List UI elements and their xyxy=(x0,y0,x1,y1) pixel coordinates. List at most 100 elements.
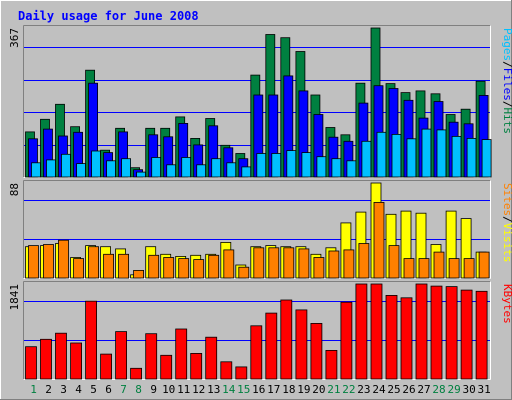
x-tick-label: 28 xyxy=(432,383,445,396)
x-tick-label: 16 xyxy=(252,383,265,396)
x-tick-label: 31 xyxy=(477,383,490,396)
bar-sites-day-17 xyxy=(268,247,280,279)
bar-sites-day-29 xyxy=(448,258,460,279)
bar-pages-day-6 xyxy=(106,160,116,178)
x-tick-label: 3 xyxy=(60,383,67,396)
legend-entry: Pages xyxy=(501,28,512,61)
x-tick-label: 6 xyxy=(105,383,112,396)
bar-kbytes-day-16 xyxy=(250,325,263,380)
bar-sites-day-28 xyxy=(433,251,445,279)
bar-sites-day-10 xyxy=(163,257,175,279)
bar-kbytes-day-28 xyxy=(430,285,443,380)
bar-sites-day-2 xyxy=(43,244,54,279)
bar-kbytes-day-12 xyxy=(190,352,203,380)
x-tick-label: 9 xyxy=(150,383,157,396)
panel-middle: 88 Sites/Visits xyxy=(8,180,512,279)
bar-kbytes-day-18 xyxy=(280,299,293,380)
x-tick-label: 4 xyxy=(75,383,82,396)
x-tick-label: 22 xyxy=(342,383,355,396)
x-tick-label: 14 xyxy=(222,383,236,396)
x-tick-label: 2 xyxy=(45,383,52,396)
bar-kbytes-day-6 xyxy=(100,353,112,380)
bar-kbytes-day-2 xyxy=(40,338,52,380)
bar-pages-day-30 xyxy=(466,137,477,178)
x-axis-day-labels: 1 2 3 4 5 6 7 8 9 10 11 12 13 14 15 16 17 18 19 20 21 22 23 24 2… xyxy=(30,383,491,396)
bar-kbytes-day-23 xyxy=(355,283,368,380)
bar-sites-day-9 xyxy=(148,254,160,279)
bar-sites-day-31 xyxy=(478,251,490,279)
bar-pages-day-23 xyxy=(361,140,372,178)
x-tick-label: 15 xyxy=(237,383,250,396)
legend-entry: / xyxy=(501,216,512,223)
x-tick-label: 26 xyxy=(402,383,415,396)
bar-pages-day-28 xyxy=(436,129,447,178)
bar-pages-day-25 xyxy=(391,133,402,178)
x-tick-label: 8 xyxy=(135,383,142,396)
x-tick-label: 24 xyxy=(372,383,386,396)
y-max-label: 88 xyxy=(8,183,21,196)
legend-entry: Visits xyxy=(501,223,512,263)
bar-kbytes-day-31 xyxy=(475,290,488,380)
bar-pages-day-14 xyxy=(226,162,237,178)
bar-pages-day-13 xyxy=(211,158,222,178)
legend-entry: / xyxy=(501,61,512,68)
bar-sites-day-22 xyxy=(343,249,355,279)
bar-sites-day-3 xyxy=(58,239,69,279)
bar-sites-day-18 xyxy=(283,247,295,279)
panel-legend: Sites/Visits xyxy=(501,183,512,263)
bar-pages-day-9 xyxy=(151,157,162,178)
bar-kbytes-day-4 xyxy=(70,342,82,380)
bar-pages-day-2 xyxy=(46,159,56,178)
legend-entry: KBytes xyxy=(501,284,512,324)
bar-sites-day-16 xyxy=(253,247,265,279)
panel-bottom: 1841 KBytes xyxy=(8,281,512,380)
bar-pages-day-20 xyxy=(316,156,327,178)
bar-pages-day-10 xyxy=(166,164,177,178)
bar-kbytes-day-30 xyxy=(460,289,473,380)
panel-legend: Pages/Files/Hits xyxy=(501,28,512,134)
bar-pages-day-27 xyxy=(421,128,432,178)
panel-legend: KBytes xyxy=(501,284,512,324)
x-tick-label: 19 xyxy=(297,383,310,396)
bar-sites-day-13 xyxy=(208,254,220,279)
bar-sites-day-4 xyxy=(73,258,84,279)
bar-kbytes-day-19 xyxy=(295,309,308,380)
bar-pages-day-24 xyxy=(376,131,387,178)
x-tick-label: 30 xyxy=(462,383,475,396)
bar-pages-day-12 xyxy=(196,164,207,178)
bar-kbytes-day-17 xyxy=(265,312,278,380)
bar-sites-day-8 xyxy=(133,269,145,279)
bar-pages-day-4 xyxy=(76,163,86,178)
bar-sites-day-25 xyxy=(388,245,400,279)
x-tick-label: 23 xyxy=(357,383,370,396)
chart-title: Daily usage for June 2008 xyxy=(18,9,199,23)
x-tick-label: 17 xyxy=(267,383,280,396)
bar-kbytes-day-9 xyxy=(145,333,158,380)
bar-sites-day-27 xyxy=(418,258,430,279)
bar-kbytes-day-13 xyxy=(205,336,218,380)
bar-sites-day-12 xyxy=(193,259,205,279)
x-tick-label: 25 xyxy=(387,383,400,396)
x-tick-label: 20 xyxy=(312,383,325,396)
bar-pages-day-22 xyxy=(346,160,357,178)
bar-sites-day-15 xyxy=(238,266,250,279)
bar-sites-day-1 xyxy=(28,245,39,279)
bar-sites-day-7 xyxy=(118,253,129,279)
bar-kbytes-day-25 xyxy=(385,294,398,380)
x-tick-label: 13 xyxy=(207,383,220,396)
bar-pages-day-16 xyxy=(256,153,267,178)
bar-kbytes-day-27 xyxy=(415,283,428,380)
bar-kbytes-day-14 xyxy=(220,361,233,380)
bar-kbytes-day-26 xyxy=(400,297,413,380)
bar-pages-day-7 xyxy=(121,158,131,178)
bar-sites-day-26 xyxy=(403,258,415,279)
bar-kbytes-day-8 xyxy=(130,367,143,380)
x-tick-label: 29 xyxy=(447,383,460,396)
bar-pages-day-3 xyxy=(61,153,71,178)
bar-sites-day-20 xyxy=(313,257,325,279)
bar-pages-day-21 xyxy=(331,158,342,178)
bar-sites-day-11 xyxy=(178,258,190,279)
